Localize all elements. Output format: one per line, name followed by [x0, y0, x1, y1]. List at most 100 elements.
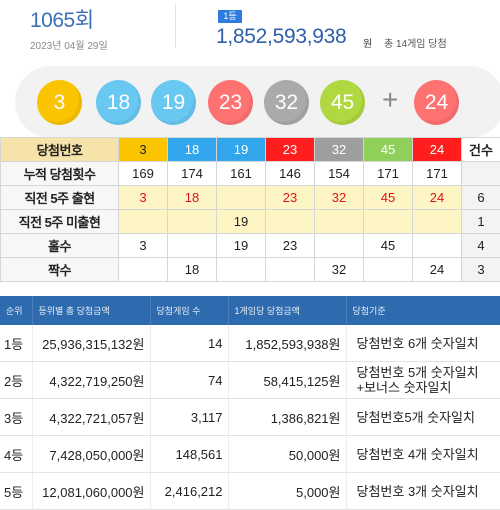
bonus-ball: 24 [414, 80, 459, 125]
prize-row: 2등 4,322,719,250원 74 58,415,125원 당첨번호 5개… [0, 362, 500, 399]
stats-cell: 23 [266, 186, 315, 210]
prize-criteria-text: 당첨번호 4개 숫자일치 [357, 447, 479, 462]
prize-row: 3등 4,322,721,057원 3,117 1,386,821원 당첨번호5… [0, 399, 500, 436]
prize-col-total: 등위별 총 당첨금액 [32, 296, 150, 325]
prize-criteria: 당첨번호 5개 숫자일치+보너스 숫자일치 [346, 362, 500, 399]
winning-ball-1: 3 [37, 80, 82, 125]
winning-ball-5: 32 [264, 80, 309, 125]
stats-header-bonus-number: 24 [413, 138, 462, 162]
stats-cell: 23 [266, 234, 315, 258]
stats-row-recent-missing: 직전 5주 미출현 19 1 [1, 210, 500, 234]
prize-criteria: 당첨번호 3개 숫자일치 [346, 473, 500, 510]
prize-rank: 4등 [0, 436, 32, 473]
prize-per-game: 50,000원 [228, 436, 346, 473]
stats-cell: 19 [217, 210, 266, 234]
stats-cell: 32 [315, 186, 364, 210]
prize-games: 74 [150, 362, 228, 399]
stats-cell: 146 [266, 162, 315, 186]
prize-rank: 1등 [0, 325, 32, 362]
prize-total: 7,428,050,000원 [32, 436, 150, 473]
amount-unit: 원 [363, 35, 372, 50]
stats-cell [119, 210, 168, 234]
plus-sign: + [382, 84, 398, 116]
stats-cell: 45 [364, 234, 413, 258]
winning-ball-2: 18 [96, 80, 141, 125]
stats-header-number: 3 [119, 138, 168, 162]
stats-cell: 3 [119, 186, 168, 210]
stats-cell [119, 258, 168, 282]
draw-date: 2023년 04월 29일 [30, 37, 108, 52]
stats-cell: 171 [413, 162, 462, 186]
winner-count-note: 총 14게임 당첨 [384, 35, 447, 50]
header-divider [175, 4, 176, 48]
stats-row-label: 홀수 [1, 234, 119, 258]
prize-rank: 2등 [0, 362, 32, 399]
stats-header-label: 당첨번호 [1, 138, 119, 162]
stats-cell [266, 210, 315, 234]
prize-per-game: 1,386,821원 [228, 399, 346, 436]
prize-games: 14 [150, 325, 228, 362]
stats-cell: 18 [168, 258, 217, 282]
prize-total: 4,322,719,250원 [32, 362, 150, 399]
stats-cell: 154 [315, 162, 364, 186]
winning-ball-3: 19 [151, 80, 196, 125]
prize-col-games: 당첨게임 수 [150, 296, 228, 325]
prize-row: 5등 12,081,060,000원 2,416,212 5,000원 당첨번호… [0, 473, 500, 510]
draw-header: 1065회 2023년 04월 29일 1등 1,852,593,938 원 총… [0, 0, 500, 60]
stats-count-cell: 6 [462, 186, 500, 210]
prize-criteria-text: 당첨번호 6개 숫자일치 [357, 336, 479, 351]
stats-cell: 24 [413, 186, 462, 210]
stats-cell [217, 258, 266, 282]
stats-count-cell [462, 162, 500, 186]
stats-row-label: 직전 5주 출현 [1, 186, 119, 210]
stats-count-cell: 4 [462, 234, 500, 258]
winning-ball-6: 45 [320, 80, 365, 125]
stats-row-cumulative: 누적 당첨횟수 169 174 161 146 154 171 171 [1, 162, 500, 186]
first-prize-amount: 1,852,593,938 [216, 25, 346, 49]
prize-total: 4,322,721,057원 [32, 399, 150, 436]
stats-cell: 24 [413, 258, 462, 282]
prize-col-per-game: 1게임당 당첨금액 [228, 296, 346, 325]
prize-criteria-text: 당첨번호 3개 숫자일치 [357, 484, 479, 499]
stats-header-number: 23 [266, 138, 315, 162]
prize-criteria-text: 당첨번호5개 숫자일치 [357, 410, 475, 425]
stats-header-row: 당첨번호 3 18 19 23 32 45 24 건수 [1, 138, 500, 162]
stats-header-number: 45 [364, 138, 413, 162]
stats-header-number: 18 [168, 138, 217, 162]
stats-cell: 19 [217, 234, 266, 258]
prize-criteria: 당첨번호5개 숫자일치 [346, 399, 500, 436]
number-stats-table: 당첨번호 3 18 19 23 32 45 24 건수 누적 당첨횟수 169 … [0, 137, 500, 282]
stats-cell [364, 210, 413, 234]
stats-header-number: 19 [217, 138, 266, 162]
stats-cell [413, 234, 462, 258]
prize-criteria-text: 당첨번호 5개 숫자일치 [357, 365, 479, 380]
prize-rank: 5등 [0, 473, 32, 510]
stats-cell [315, 234, 364, 258]
prize-per-game: 58,415,125원 [228, 362, 346, 399]
prize-criteria-bonus-text: +보너스 숫자일치 [357, 380, 452, 395]
prize-games: 3,117 [150, 399, 228, 436]
stats-cell [315, 210, 364, 234]
stats-row-label: 누적 당첨횟수 [1, 162, 119, 186]
stats-cell: 3 [119, 234, 168, 258]
stats-cell: 174 [168, 162, 217, 186]
stats-cell: 161 [217, 162, 266, 186]
stats-row-recent-appeared: 직전 5주 출현 3 18 23 32 45 24 6 [1, 186, 500, 210]
prize-criteria: 당첨번호 4개 숫자일치 [346, 436, 500, 473]
stats-cell: 32 [315, 258, 364, 282]
stats-cell [413, 210, 462, 234]
stats-cell: 18 [168, 186, 217, 210]
prize-col-criteria: 당첨기준 [346, 296, 500, 325]
stats-row-even: 짝수 18 32 24 3 [1, 258, 500, 282]
prize-row: 1등 25,936,315,132원 14 1,852,593,938원 당첨번… [0, 325, 500, 362]
stats-cell [217, 186, 266, 210]
stats-row-odd: 홀수 3 19 23 45 4 [1, 234, 500, 258]
round-number: 1065회 [30, 4, 94, 34]
stats-cell [168, 234, 217, 258]
prize-per-game: 1,852,593,938원 [228, 325, 346, 362]
prize-total: 25,936,315,132원 [32, 325, 150, 362]
prize-table: 순위 등위별 총 당첨금액 당첨게임 수 1게임당 당첨금액 당첨기준 1등 2… [0, 296, 500, 510]
winning-ball-4: 23 [208, 80, 253, 125]
prize-criteria: 당첨번호 6개 숫자일치 [346, 325, 500, 362]
stats-header-number: 32 [315, 138, 364, 162]
